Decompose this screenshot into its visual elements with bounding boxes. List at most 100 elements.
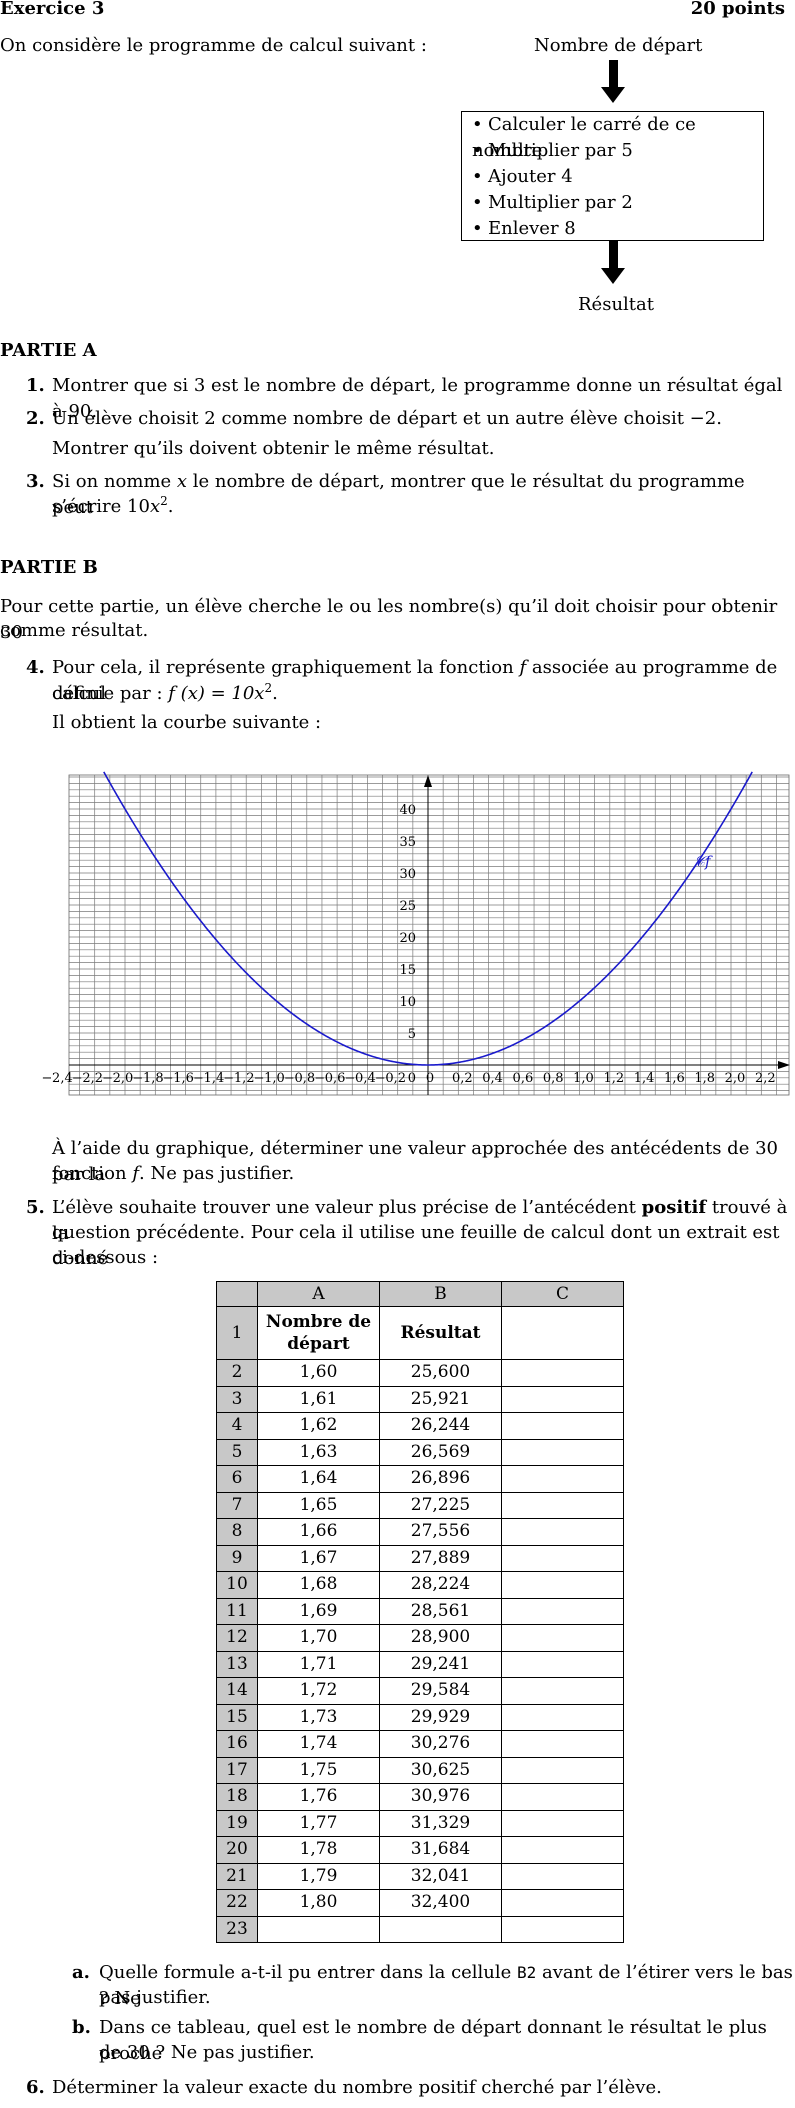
cell-b: 32,041: [380, 1863, 502, 1890]
cell-b: 27,556: [380, 1519, 502, 1546]
flow-step: Multiplier par 5: [472, 138, 763, 164]
table-row: 31,6125,921: [217, 1386, 624, 1413]
row-number: 6: [217, 1466, 258, 1493]
cell-a: [258, 1916, 380, 1943]
exercise-points: 20 points: [691, 0, 785, 22]
q2-number: 2.: [26, 406, 45, 432]
cell-c: [502, 1545, 624, 1572]
q4-after-line2: fonction f. Ne pas justifier.: [52, 1161, 294, 1187]
row-number: 15: [217, 1704, 258, 1731]
table-row: 81,6627,556: [217, 1519, 624, 1546]
x-tick-minus: −: [284, 1071, 295, 1086]
cell-c: [502, 1492, 624, 1519]
flow-arrowhead-top: [601, 87, 625, 103]
q1-number: 1.: [26, 373, 45, 399]
row-number: 22: [217, 1890, 258, 1917]
q3-line2: s’écrire 10x2.: [52, 493, 173, 520]
q3-formula-a: s’écrire 10: [52, 496, 150, 517]
q3-text-a: Si on nomme: [52, 471, 177, 492]
x-tick-label: 1,2: [234, 1071, 255, 1086]
x-tick-label: 0,8: [294, 1071, 315, 1086]
x-tick-label: 1,8: [143, 1071, 164, 1086]
col-header-a: A: [258, 1282, 380, 1307]
q4-def-b: .: [272, 683, 278, 704]
spreadsheet: A B C 1 Nombre de départ Résultat 21,602…: [216, 1281, 624, 1943]
q5-number: 5.: [26, 1195, 45, 1221]
row-number: 23: [217, 1916, 258, 1943]
cell-a: 1,71: [258, 1651, 380, 1678]
exercise-title: Exercice 3: [0, 0, 104, 22]
y-tick-label: 20: [399, 931, 416, 946]
cell-c: [502, 1704, 624, 1731]
cell-c: [502, 1678, 624, 1705]
y-tick-label: 35: [399, 835, 416, 850]
table-row: 191,7731,329: [217, 1810, 624, 1837]
table-row: 91,6727,889: [217, 1545, 624, 1572]
table-row: 171,7530,625: [217, 1757, 624, 1784]
q6-text: Déterminer la valeur exacte du nombre po…: [52, 2075, 662, 2101]
cell-header-c: [502, 1307, 624, 1360]
partA-title: PARTIE A: [0, 338, 97, 364]
cell-b: 31,684: [380, 1837, 502, 1864]
table-row: 101,6828,224: [217, 1572, 624, 1599]
cell-c: [502, 1360, 624, 1387]
y-tick-label: 40: [399, 803, 416, 818]
row-number: 20: [217, 1837, 258, 1864]
x-tick-label: 0,8: [543, 1071, 564, 1086]
table-row: 151,7329,929: [217, 1704, 624, 1731]
y-tick-label: 30: [399, 867, 416, 882]
cell-a: 1,69: [258, 1598, 380, 1625]
x-tick-minus: −: [314, 1071, 325, 1086]
table-row: 141,7229,584: [217, 1678, 624, 1705]
col-header-b: B: [380, 1282, 502, 1307]
cell-b: 28,561: [380, 1598, 502, 1625]
q5-line3: ci-dessous :: [52, 1245, 158, 1271]
cell-a: 1,75: [258, 1757, 380, 1784]
cell-c: [502, 1439, 624, 1466]
q3-number: 3.: [26, 469, 45, 495]
cell-a: 1,78: [258, 1837, 380, 1864]
row-number: 11: [217, 1598, 258, 1625]
y-tick-label: 10: [399, 995, 416, 1010]
row-number: 4: [217, 1413, 258, 1440]
cell-a: 1,73: [258, 1704, 380, 1731]
q2-line1: Un élève choisit 2 comme nombre de dépar…: [52, 406, 722, 432]
row-number: 13: [217, 1651, 258, 1678]
x-tick-minus: −: [375, 1071, 386, 1086]
intro-text: On considère le programme de calcul suiv…: [0, 33, 427, 59]
table-row: 111,6928,561: [217, 1598, 624, 1625]
x-tick-label: 1,6: [173, 1071, 194, 1086]
row-number: 2: [217, 1360, 258, 1387]
cell-b: 27,225: [380, 1492, 502, 1519]
x-tick-label: 0,2: [452, 1071, 473, 1086]
cell-b: 31,329: [380, 1810, 502, 1837]
cell-c: [502, 1837, 624, 1864]
cell-a: 1,65: [258, 1492, 380, 1519]
chart-frame: [69, 775, 789, 1095]
x-tick-label: 1,8: [694, 1071, 715, 1086]
function-graph: 5101520253035400−2,4−2,2−2,0−1,8−1,6−1,4…: [0, 770, 795, 1110]
q5b-label: b.: [72, 2015, 91, 2041]
q3-formula-b: .: [168, 496, 174, 517]
cell-c: [502, 1519, 624, 1546]
cell-b: 26,896: [380, 1466, 502, 1493]
table-row: 71,6527,225: [217, 1492, 624, 1519]
flow-steps-box: Calculer le carré de ce nombreMultiplier…: [461, 111, 764, 241]
flow-step: Enlever 8: [472, 216, 763, 242]
cell-header-b: Résultat: [380, 1307, 502, 1360]
cell-b: 32,400: [380, 1890, 502, 1917]
x-tick-minus: −: [102, 1071, 113, 1086]
cell-c: [502, 1916, 624, 1943]
table-row: 181,7630,976: [217, 1784, 624, 1811]
x-tick-label: 0,4: [482, 1071, 503, 1086]
x-tick-label: 1,0: [264, 1071, 285, 1086]
x-tick-label: 1,2: [603, 1071, 624, 1086]
table-row: 21,6025,600: [217, 1360, 624, 1387]
table-row: 221,8032,400: [217, 1890, 624, 1917]
cell-b: 29,929: [380, 1704, 502, 1731]
x-tick-label: 2,4: [52, 1071, 73, 1086]
row-number: 5: [217, 1439, 258, 1466]
x-tick-minus: −: [344, 1071, 355, 1086]
row-number: 9: [217, 1545, 258, 1572]
row-number: 18: [217, 1784, 258, 1811]
